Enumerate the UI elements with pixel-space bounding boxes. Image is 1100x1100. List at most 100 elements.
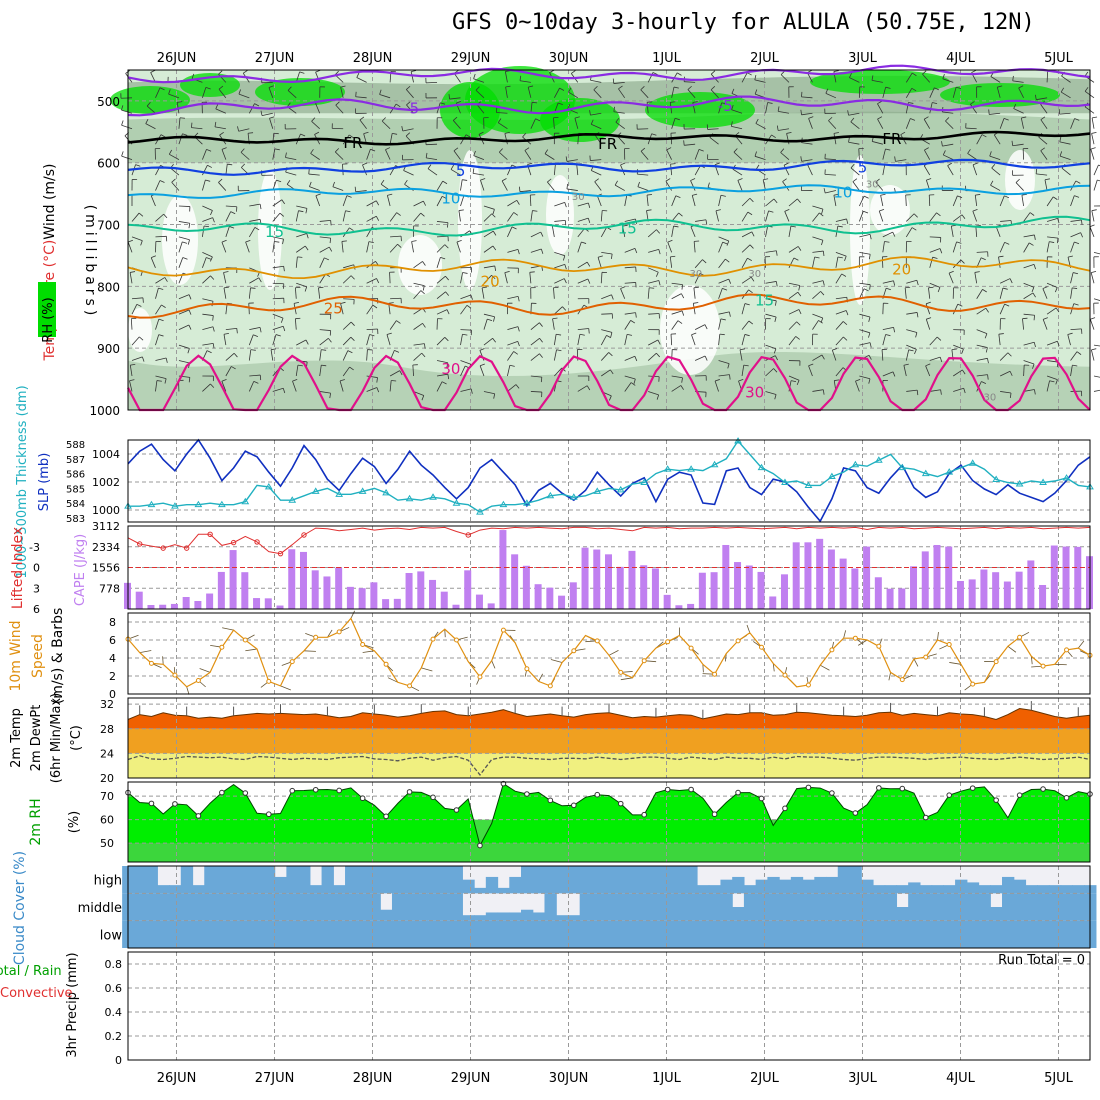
cloud-cell xyxy=(1037,893,1050,921)
cloud-cell xyxy=(403,893,417,921)
wind-barb-flag xyxy=(1059,136,1062,142)
wind-barb xyxy=(507,351,514,361)
wind-barb-flag xyxy=(974,271,980,273)
wind-barb-flag xyxy=(945,117,950,122)
cloud-cell xyxy=(814,920,827,948)
wind-barb xyxy=(436,360,448,364)
cloud-cell xyxy=(356,893,370,921)
cloud-cell xyxy=(567,915,581,921)
wind-barb-flag xyxy=(281,199,286,205)
wind-barb xyxy=(600,227,608,238)
wind-barb-flag xyxy=(245,239,251,243)
wind-barb xyxy=(389,212,397,222)
wind-barb xyxy=(596,195,602,207)
wind-barb-flag xyxy=(774,300,777,306)
wind-barb xyxy=(450,169,461,176)
rh2m-marker xyxy=(406,789,413,795)
wind-barb-flag xyxy=(656,394,660,400)
wind-barb-flag xyxy=(720,318,726,321)
wind-barb-flag xyxy=(970,101,975,105)
sfc-barbs-group xyxy=(127,610,1091,695)
wind-barb-flag xyxy=(834,379,840,381)
wind-barb xyxy=(693,241,696,253)
wind-barb xyxy=(594,134,602,145)
wind-barb xyxy=(292,380,297,392)
wind-barb-flag xyxy=(924,147,929,151)
cloud-cell xyxy=(157,885,170,894)
wind-barb xyxy=(778,128,790,131)
wind-barb-flag xyxy=(884,241,890,243)
wind-barb-flag xyxy=(681,284,683,290)
wind-barb xyxy=(366,375,378,378)
wind-barb-flag xyxy=(704,324,708,330)
wind-barb-flag xyxy=(590,119,594,125)
wind-barb xyxy=(1046,340,1058,346)
wind-barb xyxy=(694,149,700,160)
wind-barb xyxy=(1090,148,1095,160)
wind-barb-flag xyxy=(939,248,943,254)
cape-bar xyxy=(464,570,472,609)
wind-barb xyxy=(754,79,766,83)
wind-barb xyxy=(812,205,824,210)
cape-bar xyxy=(475,594,483,609)
wind-barb-flag xyxy=(755,118,759,124)
wind-barb-flag xyxy=(820,291,825,296)
sfc-wind-barb xyxy=(888,672,891,681)
wind-barb xyxy=(480,179,485,191)
wind-barb xyxy=(972,164,978,176)
cape-bar xyxy=(757,571,765,609)
rh2m-ylabel: 2m RH xyxy=(28,798,44,845)
cloud-cell xyxy=(380,866,393,894)
wind-barb xyxy=(859,282,871,286)
isotherm-line xyxy=(127,293,1091,319)
wind-barb xyxy=(272,282,284,285)
cloud-cell xyxy=(720,893,733,921)
wind-barb-flag xyxy=(971,69,977,73)
wind-barb-flag xyxy=(145,119,149,124)
wind-barb xyxy=(577,217,589,222)
wind-barb-flag xyxy=(936,336,942,341)
wind-barb-flag xyxy=(158,287,164,290)
wind-barb xyxy=(413,282,425,286)
cloud-cell xyxy=(356,866,370,894)
cloud-cell xyxy=(896,920,909,948)
wind-barb xyxy=(906,213,915,222)
thickness-ylabel: 1000~500mb Thickness (dm) xyxy=(15,385,30,578)
wind-barb xyxy=(402,128,414,132)
wind-barb xyxy=(319,337,329,346)
rh2m-marker xyxy=(383,813,389,820)
wind-barb xyxy=(577,334,581,346)
wind-barb-flag xyxy=(885,287,892,291)
isotherm-line xyxy=(127,130,1091,146)
wind-barb-flag xyxy=(161,304,166,308)
wind-barb-flag xyxy=(258,277,262,283)
wind-barb-flag xyxy=(808,116,814,119)
wind-barb xyxy=(294,287,297,299)
wind-barb-flag xyxy=(656,352,661,358)
wind-barb xyxy=(287,90,297,99)
wind-marker xyxy=(1040,663,1046,669)
wind-barb-flag xyxy=(998,255,1004,258)
wind-barb-flag xyxy=(1067,332,1073,335)
li-marker xyxy=(137,541,143,547)
wind-barb-flag xyxy=(885,86,891,89)
wind-barb xyxy=(648,280,659,284)
sfc-wind-barb xyxy=(1030,656,1033,665)
rh2m-marker xyxy=(219,789,225,796)
wind-barb xyxy=(624,375,636,380)
wind-barb-flag xyxy=(609,395,612,401)
wind-barb xyxy=(875,181,884,191)
wind-barb xyxy=(601,369,611,377)
wind-barb xyxy=(970,104,978,114)
cloud-cell xyxy=(427,866,440,894)
wind-barb-flag xyxy=(634,356,638,362)
wind-barb-flag xyxy=(750,276,755,282)
wind-barb-flag xyxy=(480,178,486,181)
wind-barb-flag xyxy=(784,209,790,212)
wind-barb xyxy=(342,275,352,284)
wind-barb-flag xyxy=(593,86,598,91)
wind-barb-flag xyxy=(285,152,287,158)
cloud-cell xyxy=(966,893,980,921)
wind-barb-flag xyxy=(776,125,779,131)
wind-marker xyxy=(453,637,459,643)
